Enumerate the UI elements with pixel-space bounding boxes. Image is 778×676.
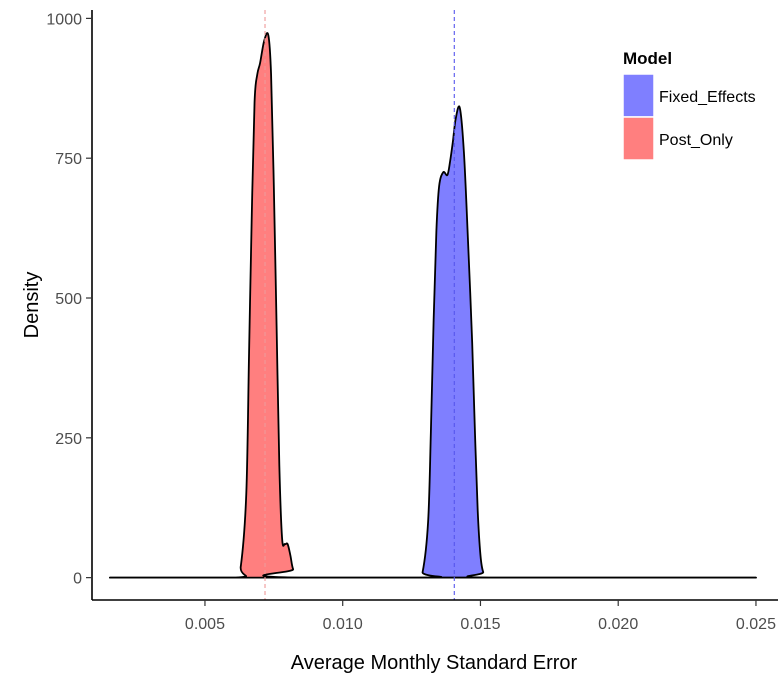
- y-tick-label: 750: [55, 151, 82, 168]
- y-tick-label: 0: [73, 571, 82, 588]
- density-area-fixed-effects: [109, 105, 757, 579]
- mean-lines: [264, 10, 455, 600]
- legend-label: Fixed_Effects: [659, 89, 756, 106]
- legend-entries: Fixed_Effects Post_Only: [622, 73, 756, 161]
- x-tick-label: 0.010: [323, 616, 363, 633]
- legend: Model Fixed_Effects Post_Only: [622, 49, 756, 161]
- legend-swatch: [622, 116, 655, 161]
- y-tick-label: 250: [55, 431, 82, 448]
- y-tick-label: 1000: [46, 11, 82, 28]
- density-areas: [109, 32, 757, 579]
- legend-swatch: [622, 73, 655, 118]
- x-tick-label: 0.005: [185, 616, 225, 633]
- legend-title: Model: [623, 49, 672, 68]
- x-axis-title: Average Monthly Standard Error: [291, 652, 578, 674]
- axes: [91, 10, 778, 601]
- density-area-post-only: [109, 32, 757, 579]
- legend-label: Post_Only: [659, 132, 733, 149]
- ticks: 0 250 500 750 1000 0.005 0.010 0.015 0.020 0.025: [46, 11, 776, 633]
- x-tick-label: 0.015: [460, 616, 500, 633]
- x-tick-label: 0.025: [736, 616, 776, 633]
- y-axis-title: Density: [21, 272, 43, 339]
- x-tick-label: 0.020: [598, 616, 638, 633]
- y-tick-label: 500: [55, 291, 82, 308]
